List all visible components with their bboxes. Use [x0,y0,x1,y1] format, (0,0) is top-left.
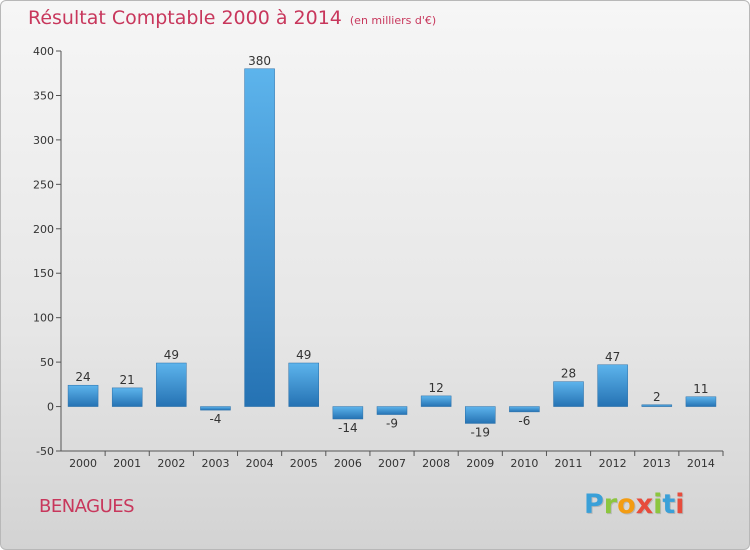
x-tick-label: 2010 [510,457,538,470]
bars [67,68,717,424]
data-label: 2 [653,390,661,404]
bar [465,406,496,424]
data-label: 11 [693,382,708,396]
y-tick-label: 0 [47,401,54,414]
x-tick-label: 2008 [422,457,450,470]
y-tick-label: 100 [33,312,54,325]
chart-title: Résultat Comptable 2000 à 2014 [28,7,342,29]
data-label: 28 [561,367,576,381]
y-tick-label: 400 [33,45,54,58]
data-label: -4 [209,412,221,426]
data-label: -6 [518,414,530,428]
bar [332,406,364,420]
x-tick-label: 2005 [290,457,318,470]
bar [200,406,231,411]
x-tick-label: 2003 [201,457,229,470]
data-label: 12 [428,381,443,395]
data-label: -14 [338,421,358,435]
x-tick-label: 2011 [555,457,583,470]
x-tick-label: 2006 [334,457,362,470]
x-tick-label: 2004 [246,457,274,470]
logo-letter: P [584,489,604,520]
title-line: Résultat Comptable 2000 à 2014 (en millie… [28,7,436,29]
bar [376,406,408,415]
x-tick-label: 2009 [466,457,494,470]
x-tick-label: 2000 [69,457,97,470]
commune-name: BENAGUES [39,496,135,517]
y-tick-label: -50 [36,445,54,458]
logo-letter: x [635,489,654,520]
data-label: 49 [296,348,311,362]
x-tick-label: 2002 [157,457,185,470]
y-tick-label: 300 [33,134,54,147]
data-labels: 24 21 49 -4 380 49 -14 -9 12 -19 -6 28 47 2 11 [75,54,708,440]
logo-letter: i [675,489,685,520]
logo-letter: o [617,489,636,520]
y-tick-label: 350 [33,89,54,102]
x-tick-label: 2012 [599,457,627,470]
bar [685,396,717,407]
logo-letter: t [662,489,676,520]
logo-letter: i [653,489,663,520]
bar [288,362,319,407]
proxiti-logo: Proxiti [584,489,685,520]
bar [244,68,275,407]
x-tick-label: 2007 [378,457,406,470]
data-label: 24 [75,370,90,384]
y-tick-label: 150 [33,267,54,280]
bar [509,406,540,413]
x-tick-label: 2001 [113,457,141,470]
bar [553,381,584,407]
x-tick-label: 2013 [643,457,671,470]
y-tick-label: 50 [40,356,54,369]
data-label: 47 [605,350,620,364]
bar [67,384,99,407]
y-tick-label: 200 [33,223,54,236]
x-tick-label: 2014 [687,457,715,470]
bar [111,387,143,407]
y-tick-label: 250 [33,178,54,191]
data-label: 21 [120,373,135,387]
bar [597,364,628,407]
data-label: 49 [164,348,179,362]
data-label: -19 [470,425,490,439]
chart-subtitle: (en milliers d'€) [349,14,437,27]
logo-letter: r [603,489,618,520]
bar [420,395,452,407]
x-axis: 2000 2001 2002 2003 2004 2005 2006 2007 2008 2009… [61,450,724,470]
data-label: 380 [248,54,271,68]
bar [641,404,673,407]
bar [156,362,187,407]
y-axis: -50 0 50 100 150 200 250 300 350 400 [33,45,62,458]
data-label: -9 [386,417,398,431]
